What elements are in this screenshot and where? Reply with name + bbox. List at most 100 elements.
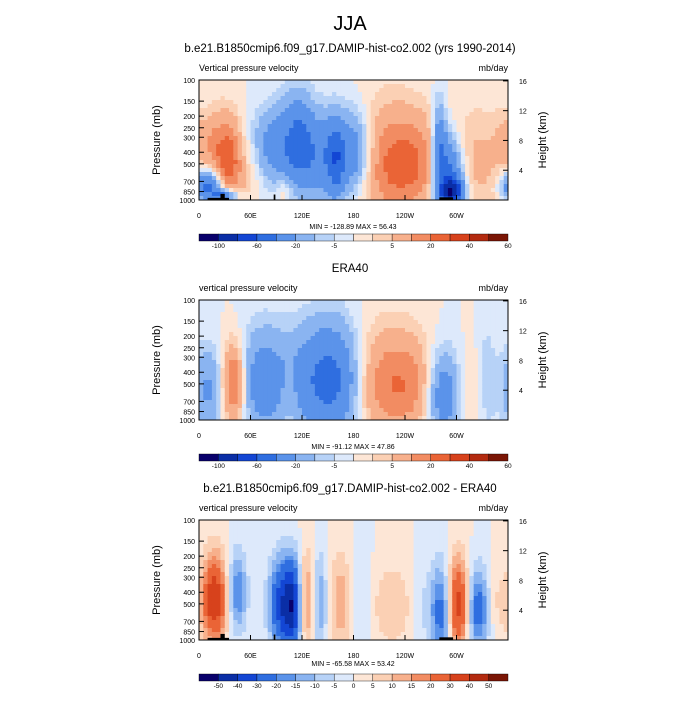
field-cell: [272, 328, 277, 332]
field-cell: [293, 368, 298, 372]
field-cell: [482, 84, 487, 88]
field-cell: [375, 320, 380, 324]
field-cell: [259, 628, 264, 632]
field-cell: [332, 104, 337, 108]
field-cell: [263, 336, 268, 340]
colorbar-segment: [257, 234, 276, 241]
field-cell: [255, 376, 260, 380]
field-cell: [311, 324, 316, 328]
field-cell: [405, 88, 410, 92]
field-cell: [457, 120, 462, 124]
field-cell: [362, 132, 367, 136]
field-cell: [259, 328, 264, 332]
field-cell: [302, 412, 307, 416]
field-cell: [396, 128, 401, 132]
field-cell: [379, 120, 384, 124]
field-cell: [311, 124, 316, 128]
colorbar-segment: [411, 234, 430, 241]
field-cell: [233, 332, 238, 336]
field-cell: [328, 164, 333, 168]
field-cell: [255, 124, 260, 128]
field-cell: [315, 92, 320, 96]
field-cell: [499, 400, 504, 404]
field-cell: [229, 108, 234, 112]
field-cell: [465, 112, 470, 116]
field-cell: [238, 572, 243, 576]
field-cell: [229, 632, 234, 636]
field-cell: [199, 336, 204, 340]
field-cell: [272, 172, 277, 176]
field-cell: [216, 188, 221, 192]
field-cell: [349, 360, 354, 364]
field-cell: [384, 336, 389, 340]
field-cell: [319, 316, 324, 320]
field-cell: [298, 136, 303, 140]
field-cell: [401, 100, 406, 104]
field-cell: [255, 340, 260, 344]
field-cell: [341, 160, 346, 164]
y2-tick-label: 8: [519, 358, 523, 365]
field-cell: [212, 564, 217, 568]
field-cell: [238, 596, 243, 600]
field-cell: [220, 612, 225, 616]
field-cell: [439, 160, 444, 164]
field-cell: [259, 344, 264, 348]
field-cell: [371, 332, 376, 336]
field-cell: [414, 124, 419, 128]
field-cell: [371, 128, 376, 132]
field-cell: [263, 392, 268, 396]
field-cell: [208, 568, 213, 572]
field-cell: [263, 356, 268, 360]
field-cell: [435, 348, 440, 352]
field-cell: [495, 108, 500, 112]
field-cell: [478, 160, 483, 164]
field-cell: [495, 96, 500, 100]
field-cell: [422, 100, 427, 104]
field-cell: [216, 144, 221, 148]
field-cell: [435, 352, 440, 356]
field-cell: [208, 88, 213, 92]
field-cell: [414, 192, 419, 196]
field-cell: [285, 152, 290, 156]
field-cell: [358, 312, 363, 316]
field-cell: [487, 308, 492, 312]
field-cell: [336, 84, 341, 88]
field-cell: [251, 96, 256, 100]
field-cell: [362, 104, 367, 108]
field-cell: [251, 148, 256, 152]
field-cell: [238, 124, 243, 128]
field-cell: [422, 344, 427, 348]
field-cell: [212, 320, 217, 324]
field-cell: [212, 556, 217, 560]
field-cell: [431, 184, 436, 188]
field-cell: [255, 584, 260, 588]
field-cell: [405, 340, 410, 344]
field-cell: [444, 88, 449, 92]
field-cell: [341, 396, 346, 400]
field-cell: [448, 152, 453, 156]
field-cell: [328, 324, 333, 328]
field-cell: [435, 184, 440, 188]
field-cell: [246, 612, 251, 616]
field-cell: [388, 132, 393, 136]
field-cell: [482, 340, 487, 344]
field-cell: [238, 96, 243, 100]
field-cell: [246, 320, 251, 324]
field-cell: [311, 100, 316, 104]
field-cell: [315, 328, 320, 332]
field-cell: [388, 84, 393, 88]
field-cell: [461, 312, 466, 316]
field-cell: [276, 180, 281, 184]
field-cell: [208, 552, 213, 556]
field-cell: [229, 352, 234, 356]
field-cell: [491, 396, 496, 400]
field-cell: [469, 148, 474, 152]
field-cell: [426, 356, 431, 360]
field-cell: [495, 376, 500, 380]
field-cell: [452, 92, 457, 96]
field-cell: [354, 168, 359, 172]
field-cell: [418, 344, 423, 348]
field-cell: [379, 92, 384, 96]
field-cell: [474, 168, 479, 172]
field-cell: [469, 144, 474, 148]
